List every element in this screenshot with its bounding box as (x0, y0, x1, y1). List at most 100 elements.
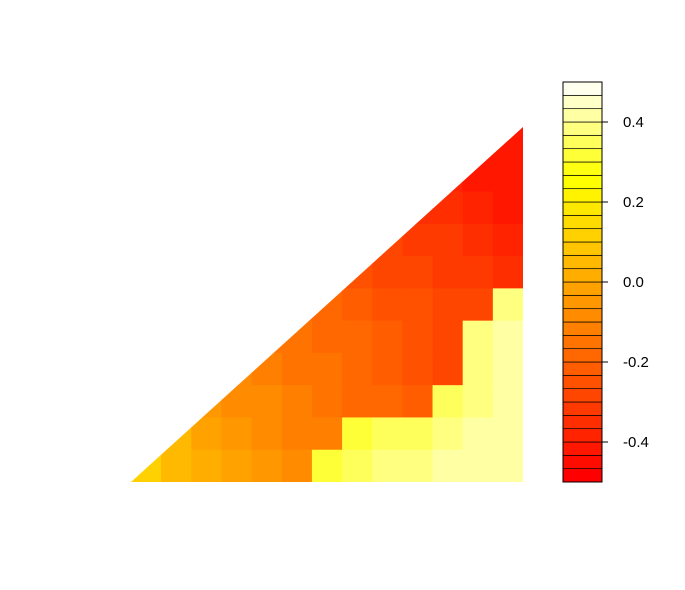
legend-color-band (562, 334, 603, 350)
contour-cell (281, 320, 313, 354)
contour-cell (161, 449, 192, 482)
contour-cell (462, 449, 494, 482)
contour-cell (372, 320, 403, 354)
contour-cell (492, 288, 523, 322)
legend-color-band (562, 281, 603, 296)
contour-cell (492, 385, 523, 419)
contour-cell (281, 417, 313, 451)
contour-cell (402, 256, 434, 289)
contour-cell (402, 385, 434, 419)
legend-color-band (562, 188, 603, 203)
contour-cell (492, 191, 523, 225)
legend-color-band (562, 214, 603, 230)
contour-cell (372, 191, 403, 225)
contour-cell (342, 320, 373, 354)
contour-cell (221, 449, 253, 482)
contour-cell (432, 256, 464, 289)
legend-tick-label: -0.4 (623, 434, 649, 451)
contour-cell (372, 223, 403, 257)
contour-cell (281, 385, 313, 419)
contour-cell (402, 288, 434, 322)
contour-cell (432, 288, 464, 322)
contour-cell (462, 127, 494, 160)
contour-cell (462, 352, 494, 386)
legend-color-band (562, 108, 603, 123)
contour-cell (462, 223, 494, 257)
legend-color-band (562, 228, 603, 243)
legend-color-band (562, 94, 603, 110)
legend-tick-label: 0.0 (623, 274, 644, 291)
contour-cell (311, 385, 343, 419)
contour-cell (251, 417, 283, 451)
legend-color-band (562, 121, 603, 136)
contour-cell (311, 352, 343, 386)
contour-cell (131, 449, 162, 482)
contour-cell (402, 352, 434, 386)
contour-cell (191, 385, 223, 419)
legend-color-band (562, 468, 603, 483)
contour-cell (432, 385, 464, 419)
legend-color-band (562, 161, 603, 176)
contour-cell (191, 449, 223, 482)
contour-cell (342, 449, 373, 482)
contour-cell (492, 256, 523, 289)
contour-cell (432, 191, 464, 225)
contour-cell (342, 256, 373, 289)
contour-cell (462, 288, 494, 322)
contour-cell (432, 223, 464, 257)
legend-color-band (562, 294, 603, 310)
legend-color-band (562, 388, 603, 403)
contour-cell (402, 159, 434, 193)
legend-color-band (562, 174, 603, 190)
contour-cell (432, 159, 464, 193)
legend-color-band (562, 441, 603, 456)
contour-cell (251, 320, 283, 354)
contour-cell (311, 417, 343, 451)
contour-cell (402, 417, 434, 451)
contour-cell (281, 352, 313, 386)
contour-cell (402, 223, 434, 257)
legend-color-band (562, 148, 603, 163)
contour-cell (221, 385, 253, 419)
contour-cell (432, 352, 464, 386)
contour-cell (462, 191, 494, 225)
legend-color-band (562, 268, 603, 283)
contour-cell (221, 352, 253, 386)
contour-cell (311, 320, 343, 354)
contour-cell (251, 449, 283, 482)
contour-cell (191, 417, 223, 451)
contour-cell (372, 417, 403, 451)
contour-cell (492, 159, 523, 193)
legend-color-band (562, 81, 603, 96)
contour-cell (402, 449, 434, 482)
contour-cell (342, 223, 373, 257)
contour-cell (221, 417, 253, 451)
contour-cell (432, 449, 464, 482)
legend-color-band (562, 401, 603, 416)
contour-cell (342, 288, 373, 322)
contour-cell (402, 191, 434, 225)
contour-cell (372, 256, 403, 289)
contour-cell (462, 256, 494, 289)
legend-color-band (562, 254, 603, 270)
contour-plot-area (131, 127, 523, 482)
contour-cell (311, 256, 343, 289)
contour-cell (462, 417, 494, 451)
contour-cell (462, 320, 494, 354)
contour-cell (462, 159, 494, 193)
legend-color-band (562, 241, 603, 256)
contour-cell (492, 320, 523, 354)
legend-color-band (562, 454, 603, 470)
legend-tick-label: 0.4 (623, 114, 644, 131)
contour-cell (251, 385, 283, 419)
contour-cell (372, 385, 403, 419)
legend-color-band (562, 134, 603, 150)
legend-color-band (562, 321, 603, 336)
contour-cell (492, 352, 523, 386)
color-legend: 0.4 0.2 0.0 -0.2 -0.4 (562, 81, 649, 483)
legend-color-band (562, 308, 603, 323)
contour-cell (372, 288, 403, 322)
contour-cell (492, 417, 523, 451)
